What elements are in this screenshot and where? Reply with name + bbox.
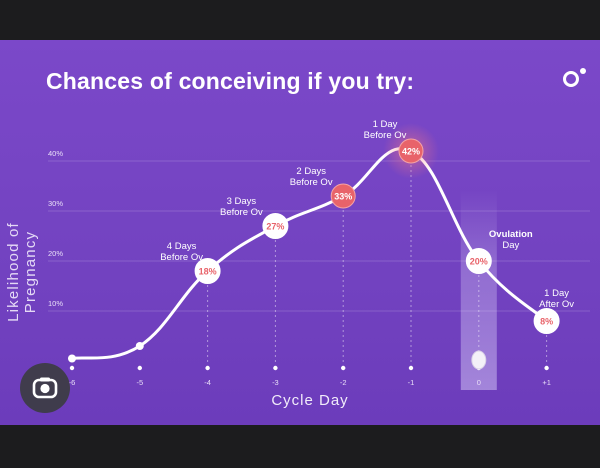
x-tick-dot (69, 365, 75, 371)
data-point (68, 354, 76, 363)
chart-plot: 10% 20% 30% 40% -6 -5 -4 -3 -2 -1 0 +1 18% 27% 33% 42% 2… (48, 119, 590, 390)
brand-logo-icon (563, 68, 586, 87)
data-label: 18% (199, 267, 217, 277)
x-tick-label: -4 (204, 378, 211, 387)
x-tick-label: -6 (69, 378, 76, 387)
y-tick-label: 30% (48, 199, 63, 208)
top-bar (0, 0, 600, 40)
data-point (398, 138, 424, 164)
annotation-line2: Before Ov (290, 177, 333, 188)
x-tick-dot (137, 365, 142, 371)
data-point (465, 248, 492, 274)
x-tick-label: 0 (477, 378, 481, 387)
data-label: 8% (540, 317, 553, 327)
x-tick-label: -3 (272, 378, 279, 387)
annotation-line1: 4 Days (167, 241, 197, 252)
bottom-bar (0, 425, 600, 468)
data-point (533, 308, 560, 334)
annotation-line1: 3 Days (227, 196, 257, 207)
x-tick-dot (341, 365, 346, 371)
annotation-line2: Day (502, 240, 519, 251)
data-point (330, 183, 356, 209)
x-tick-dot (205, 365, 210, 371)
x-tick-label: -5 (136, 378, 143, 387)
data-label: 27% (266, 222, 284, 232)
annotation-line2: Before Ov (364, 130, 407, 141)
y-tick-label: 40% (48, 149, 63, 158)
egg-icon (471, 350, 487, 370)
y-tick-label: 10% (48, 299, 63, 308)
camera-lens-icon (32, 377, 58, 399)
series-line (70, 147, 549, 360)
data-point (135, 342, 144, 350)
data-point (262, 213, 289, 239)
x-tick-dot (544, 365, 549, 371)
chart-card: Chances of conceiving if you try: 10% 20%… (0, 40, 600, 425)
y-axis-label: Likelihood of Pregnancy (5, 222, 39, 322)
data-label: 20% (470, 257, 488, 267)
x-tick-dot (408, 365, 414, 371)
data-label: 42% (402, 147, 420, 157)
x-tick-dot (273, 365, 278, 371)
data-point (194, 258, 221, 284)
y-tick-label: 20% (48, 249, 63, 258)
lens-button[interactable] (20, 363, 70, 413)
x-axis-label: Cycle Day (271, 392, 349, 409)
x-tick-label: -2 (340, 378, 347, 387)
annotation-line1: 1 Day (544, 288, 569, 299)
annotation-line1: 1 Day (373, 119, 398, 130)
annotation-line2: After Ov (539, 299, 574, 310)
chart-title: Chances of conceiving if you try: (46, 68, 415, 94)
annotation-line2: Before Ov (220, 207, 263, 218)
x-tick-label: -1 (408, 378, 415, 387)
annotation-line2: Before Ov (160, 252, 203, 263)
x-tick-label: +1 (542, 378, 551, 387)
annotation-line1: Ovulation (489, 229, 533, 240)
data-label: 33% (334, 192, 352, 202)
annotation-line1: 2 Days (296, 166, 326, 177)
